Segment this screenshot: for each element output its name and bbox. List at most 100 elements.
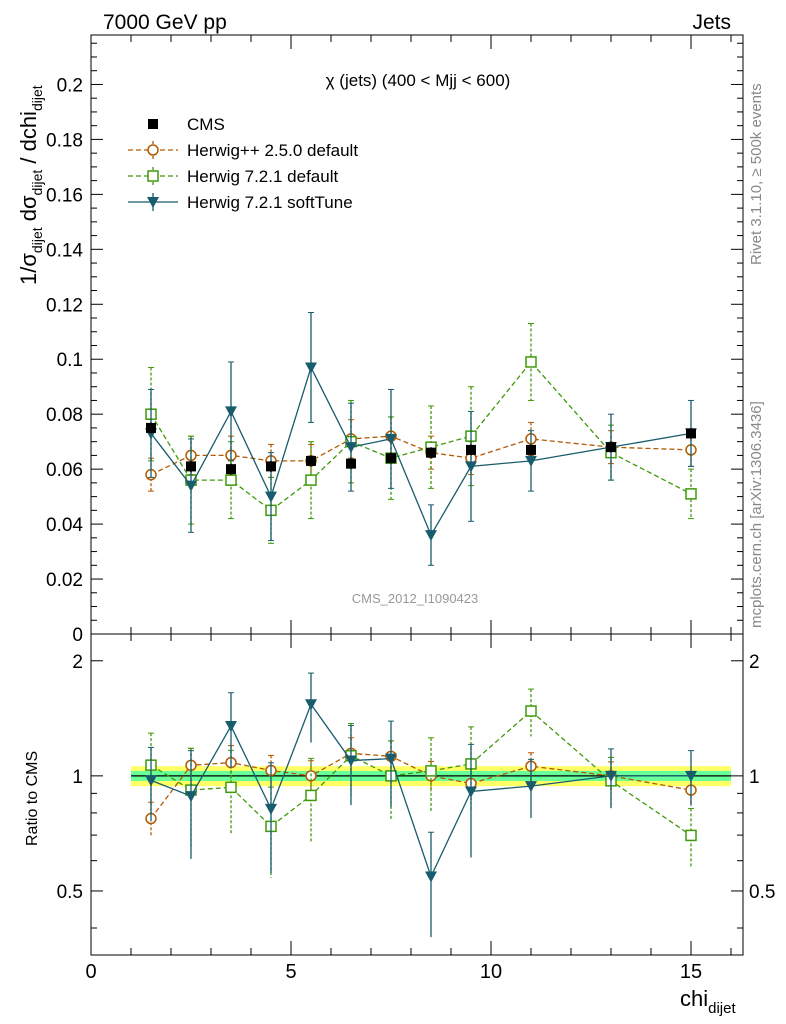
x-tick-label: 15 [680, 961, 702, 983]
y-tick-label: 0.14 [46, 240, 83, 261]
x-tick-label: 10 [480, 961, 502, 983]
x-axis-label-sub: dijet [708, 1000, 736, 1017]
data-point [465, 461, 477, 473]
cms-point [306, 455, 316, 466]
x-axis-label-main: chi [680, 986, 708, 1011]
series-line [150, 360, 692, 512]
ratio-tick-label: 2 [72, 652, 83, 673]
y-tick-label: 0 [72, 625, 83, 646]
series-line [150, 365, 692, 537]
cms-point [426, 447, 436, 458]
cms-point [606, 442, 616, 453]
cms-point [386, 453, 396, 464]
y-tick-label: 0.2 [57, 75, 83, 96]
ratio-point [145, 775, 157, 787]
ratio-point [525, 781, 537, 793]
ratio-point [685, 829, 697, 842]
legend-label: CMS [187, 115, 225, 134]
y-axis-label: 1/σdijet dσdijet / dchidijet [16, 85, 45, 285]
ratio-series-line [150, 702, 691, 879]
legend-label: Herwig 7.2.1 default [187, 167, 338, 186]
legend-entry: Herwig 7.2.1 softTune [128, 193, 353, 212]
ratio-point [425, 871, 437, 883]
analysis-tag: CMS_2012_I1090423 [352, 591, 479, 606]
ratio-tick-label: 0.5 [57, 882, 83, 903]
data-point [385, 433, 397, 445]
y-tick-label: 0.12 [46, 295, 83, 316]
ratio-point [225, 721, 237, 733]
y-tick-label: 0.1 [57, 350, 83, 371]
cms-point [346, 458, 356, 469]
y-tick-label: 0.02 [46, 570, 83, 591]
ratio-point [465, 786, 477, 798]
legend-entry: Herwig 7.2.1 default [128, 167, 338, 186]
cms-point [526, 444, 536, 455]
header-right: Jets [692, 11, 731, 34]
ratio-tick-label-right: 0.5 [749, 882, 775, 903]
legend-label: Herwig++ 2.5.0 default [187, 141, 358, 160]
y-tick-label: 0.06 [46, 460, 83, 481]
ratio-point [185, 791, 197, 803]
ratio-tick-label: 1 [72, 767, 83, 788]
ratio-point [305, 789, 317, 802]
ratio-point [685, 770, 697, 782]
cms-point [146, 422, 156, 433]
ratio-series-line [150, 752, 692, 819]
chart-title: χ (jets) (400 < Mjj < 600) [326, 71, 511, 90]
legend-entry: CMS [148, 115, 225, 134]
ratio-tick-label-right: 1 [749, 767, 760, 788]
ratio-point [265, 803, 277, 815]
data-point [425, 530, 437, 542]
cms-point [266, 461, 276, 472]
rivet-label: Rivet 3.1.10, ≥ 500k events [748, 83, 765, 265]
ratio-point [525, 705, 537, 717]
ratio-series-line [150, 710, 692, 836]
data-point [305, 474, 317, 486]
series-layer [145, 312, 697, 938]
header-left: 7000 GeV pp [103, 11, 227, 34]
ratio-point [385, 753, 397, 765]
x-tick-label: 0 [85, 961, 96, 983]
data-point [685, 488, 697, 500]
legend-label: Herwig 7.2.1 softTune [187, 193, 353, 212]
ratio-tick-label-right: 2 [749, 652, 760, 673]
legend-marker [148, 119, 158, 129]
y-tick-label: 0.08 [46, 405, 83, 426]
data-point [225, 474, 237, 486]
data-point [305, 362, 317, 374]
series-triangle [145, 312, 697, 566]
ratio-point [345, 755, 357, 767]
cms-point [186, 461, 196, 472]
legend-marker [147, 170, 159, 182]
series-cms-data [146, 422, 696, 475]
series-line [150, 435, 692, 476]
y-tick-label: 0.18 [46, 130, 83, 151]
ratio-point [305, 699, 317, 711]
legend: CMS Herwig++ 2.5.0 default Herwig 7.2.1 de… [128, 115, 358, 212]
ratio-panel-frame [90, 633, 744, 956]
ratio-y-axis-label: Ratio to CMS [24, 751, 41, 846]
ratio-point [425, 765, 437, 777]
data-point [345, 442, 357, 454]
cms-point [226, 464, 236, 475]
data-point [525, 356, 537, 368]
data-point [225, 406, 237, 418]
cms-point [686, 428, 696, 439]
legend-entry: Herwig++ 2.5.0 default [128, 141, 358, 160]
data-point [525, 455, 537, 467]
ratio-point [225, 781, 237, 794]
cms-point [466, 444, 476, 455]
legend-marker [147, 144, 159, 156]
ratio-point [605, 770, 617, 782]
x-axis-label: chidijet [680, 986, 736, 1017]
y-tick-label: 0.16 [46, 185, 83, 206]
data-point [265, 491, 277, 503]
legend-marker [147, 197, 159, 208]
axes: 0 0.02 0.04 0.06 0.08 0.1 0.12 0.14 0.16 0.18 0.2 0… [46, 34, 775, 983]
ratio-series-triangle [145, 672, 697, 938]
y-tick-label: 0.04 [46, 515, 83, 536]
data-point [185, 480, 197, 492]
mcplots-label: mcplots.cern.ch [arXiv:1306.3436] [748, 401, 765, 628]
x-tick-label: 5 [285, 961, 296, 983]
